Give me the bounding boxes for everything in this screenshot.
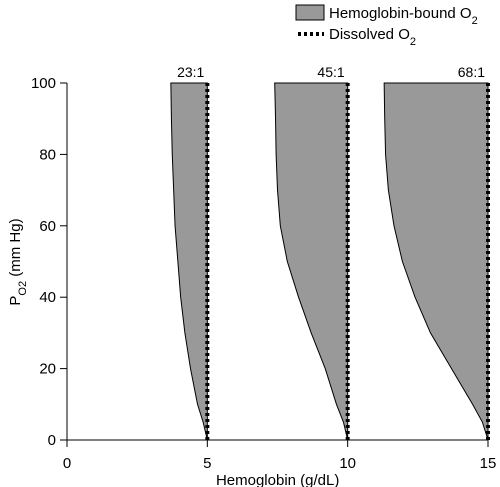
ratio-label-3: 68:1 bbox=[458, 64, 485, 80]
legend-swatch-hemoglobin-bound bbox=[295, 4, 325, 21]
x-tick-label-1: 5 bbox=[203, 455, 211, 472]
hemoglobin-bound-area-3 bbox=[383, 82, 489, 441]
legend-label-dissolved-subscript: 2 bbox=[410, 36, 416, 48]
ratio-label-2: 45:1 bbox=[317, 64, 344, 80]
y-tick-label-4: 80 bbox=[39, 146, 56, 163]
y-axis-label: PO2 (mm Hg) bbox=[7, 218, 29, 305]
hemoglobin-bound-area-2 bbox=[274, 82, 349, 441]
legend-label-hemoglobin-bound: Hemoglobin-bound O2 bbox=[329, 5, 478, 27]
y-axis-label-subscript: O2 bbox=[17, 281, 29, 296]
x-tick-label-2: 10 bbox=[339, 455, 356, 472]
legend-label-dissolved: Dissolved O2 bbox=[329, 26, 416, 48]
hemoglobin-bound-area-1 bbox=[170, 82, 208, 441]
y-tick-label-1: 20 bbox=[39, 361, 56, 378]
x-tick-label-0: 0 bbox=[63, 455, 71, 472]
legend-label-hemoglobin-bound-subscript: 2 bbox=[472, 15, 478, 27]
x-tick-label-3: 15 bbox=[480, 455, 497, 472]
y-tick-label-2: 40 bbox=[39, 289, 56, 306]
y-tick-label-0: 0 bbox=[48, 432, 56, 449]
x-axis-label: Hemoglobin (g/dL) bbox=[216, 472, 339, 487]
y-tick-label-3: 60 bbox=[39, 218, 56, 235]
y-tick-label-5: 100 bbox=[31, 75, 56, 92]
ratio-label-1: 23:1 bbox=[177, 64, 204, 80]
